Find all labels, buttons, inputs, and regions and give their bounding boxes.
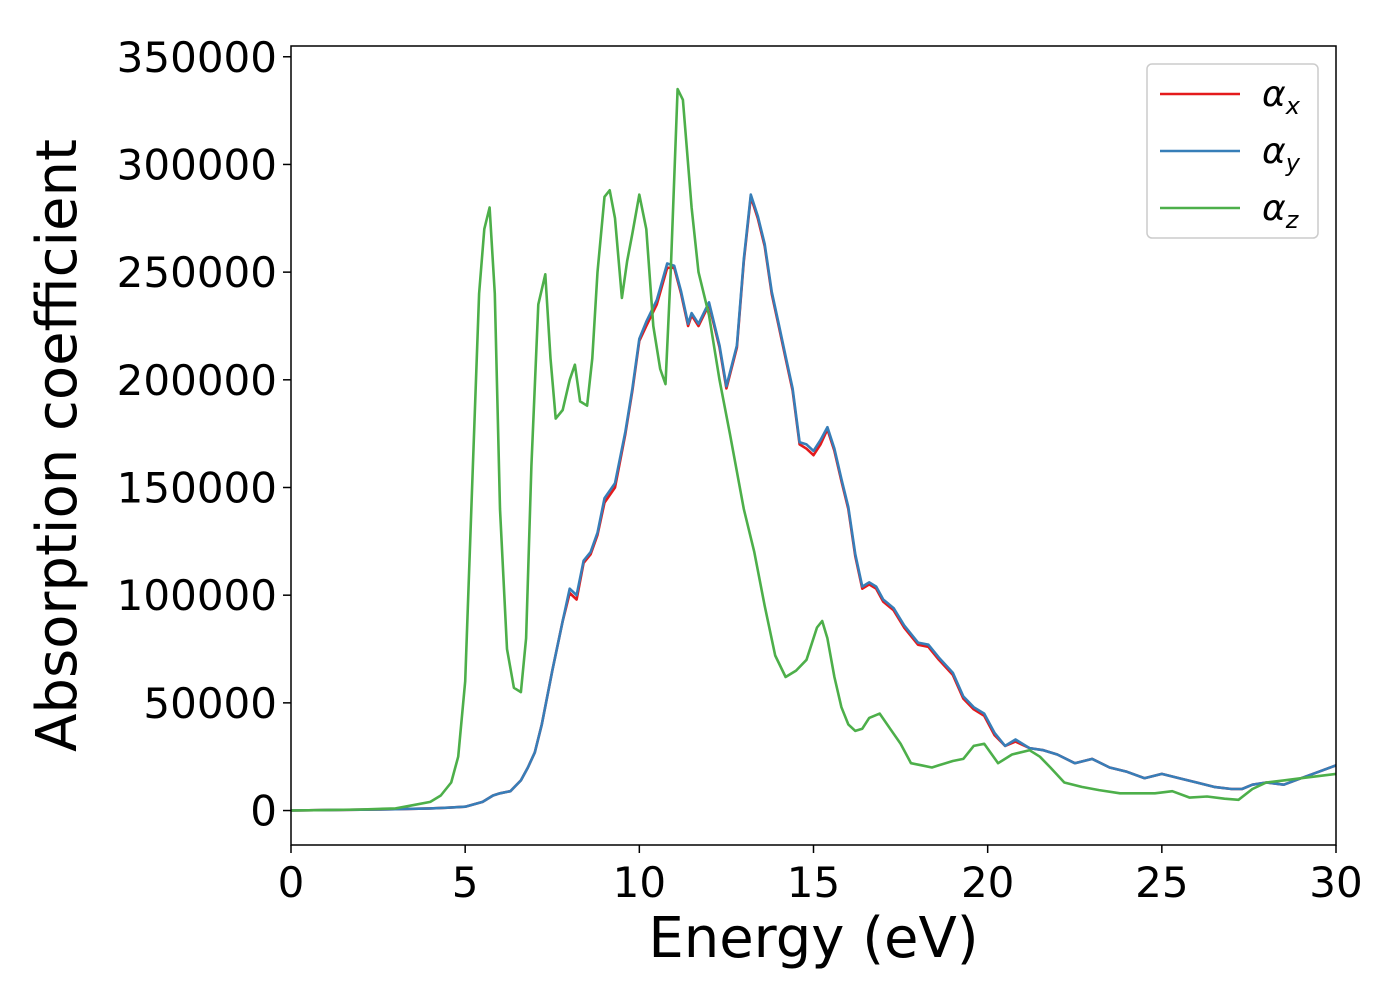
x-tick-label: 10 [613, 858, 666, 907]
y-tick-label: 50000 [143, 679, 277, 728]
y-tick-label: 150000 [117, 463, 277, 512]
series-line-y [291, 193, 1336, 812]
x-axis-title: Energy (eV) [648, 906, 978, 971]
legend-label: αx [1262, 74, 1301, 120]
series-line-x [291, 195, 1336, 812]
series-line-z [291, 87, 1336, 812]
legend-item-y: αy [1160, 131, 1301, 177]
legend-item-z: αz [1160, 188, 1300, 234]
y-tick-label: 100000 [117, 571, 277, 620]
x-tick-label: 20 [961, 858, 1014, 907]
y-tick-label: 200000 [117, 356, 277, 405]
y-tick-label: 0 [250, 787, 277, 836]
x-tick-label: 0 [278, 858, 305, 907]
x-tick-label: 5 [452, 858, 479, 907]
legend: αx αy αz [1146, 63, 1319, 239]
legend-item-x: αx [1160, 74, 1301, 120]
legend-label: αy [1262, 131, 1301, 177]
y-tick-label: 250000 [117, 248, 277, 297]
series-lines [291, 87, 1336, 812]
x-tick-label: 30 [1309, 858, 1362, 907]
y-tick-label: 350000 [117, 33, 277, 82]
y-tick-label: 300000 [117, 140, 277, 189]
x-tick-label: 15 [787, 858, 840, 907]
legend-label: αz [1262, 188, 1300, 234]
x-axis: 0 5 10 15 20 25 30 [278, 845, 1363, 907]
y-axis-title: Absorption coefficient [25, 139, 90, 752]
x-tick-label: 25 [1135, 858, 1188, 907]
y-axis: 0 50000 100000 150000 200000 250000 300000 3500… [117, 33, 291, 836]
